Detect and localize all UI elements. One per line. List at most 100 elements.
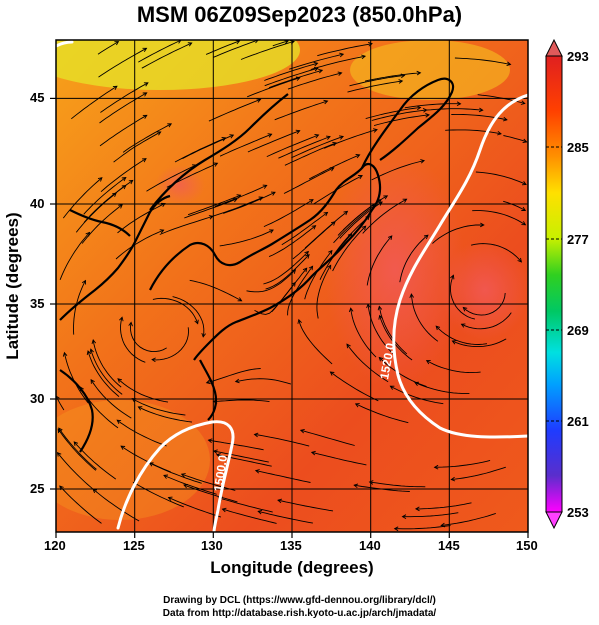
streamline [434,459,491,468]
y-tick-25: 25 [30,481,45,496]
streamline-arrowhead [142,92,148,97]
y-tick-40: 40 [30,196,45,211]
streamline [264,62,318,81]
streamline-arrowhead [237,297,243,302]
streamline [116,419,167,447]
streamline-arrowhead [305,254,310,259]
streamline-arrowhead [521,221,527,226]
streamline [247,130,300,153]
streamline-arrowhead [378,314,383,320]
streamline-arrowhead [409,293,414,298]
streamline [163,474,217,495]
streamline [113,131,161,163]
streamline-arrowhead [121,176,127,182]
streamline-arrowhead [191,164,197,169]
streamline-arrowhead [277,498,283,504]
streamline [223,191,276,214]
streamline-arrowhead [332,141,338,147]
streamline-arrowhead [160,202,166,207]
streamline [90,349,123,395]
streamline-arrowhead [323,211,329,217]
streamline [206,368,261,384]
streamline-arrowhead [116,419,122,424]
streamline-arrowhead [258,196,264,201]
streamline-arrowhead [267,133,273,138]
streamline [331,215,370,258]
streamline [58,427,97,470]
streamline [56,395,65,411]
streamline-arrowhead [365,215,371,221]
streamline-arrowhead [255,40,259,44]
streamline-arrowhead [361,225,367,231]
streamline-arrowhead [167,123,173,128]
streamline-arrowhead [451,340,457,345]
streamline [435,325,488,345]
x-tick-120: 120 [44,538,66,553]
streamline-arrowhead [517,257,523,263]
streamline-arrowhead [308,265,314,271]
streamline [263,199,314,228]
streamline-arrowhead [79,386,84,392]
streamline [274,100,328,121]
streamline [378,306,408,355]
streamline [174,137,226,163]
streamline [100,82,149,113]
streamline [98,47,147,78]
streamline-arrowhead [339,52,345,58]
streamline [367,304,394,354]
streamline-arrowhead [462,306,468,312]
x-tick-140: 140 [359,538,381,553]
streamline [247,77,300,98]
streamline [92,339,122,388]
streamline-arrowhead [378,356,384,362]
contour-label-1500: 1500.0 [211,454,230,493]
streamline [83,177,127,215]
streamline-arrowhead [90,379,95,384]
streamline-arrowhead [326,135,331,140]
streamline [355,403,409,424]
streamline [319,233,352,280]
streamline [298,319,333,365]
streamline [255,470,311,483]
streamline [454,57,511,65]
streamline [208,98,261,122]
streamline-arrowhead [159,229,165,234]
streamline [57,452,98,493]
streamline-arrowhead [520,100,526,105]
streamline [371,109,427,121]
streamline [369,481,426,488]
x-tick-135: 135 [280,538,302,553]
streamline-arrowhead [187,42,193,47]
streamline [414,382,470,394]
streamline-arrowhead [167,496,173,501]
streamline [138,40,182,63]
streamline-arrowhead [137,406,143,411]
streamline-arrowhead [291,269,297,274]
streamline-arrowhead [425,360,431,365]
streamline-arrowhead [420,159,426,164]
streamline-arrowhead [207,438,213,443]
streamline [272,40,289,47]
streamline [122,123,172,153]
streamline-arrowhead [142,47,148,52]
wind-streamlines [56,40,528,532]
streamline [183,484,238,503]
streamline [81,204,123,244]
streamline [268,69,323,89]
streamline-arrowhead [91,339,97,345]
streamline [354,484,410,492]
streamline [475,171,527,185]
streamline [168,497,222,518]
height-contours [56,40,528,532]
streamline [379,315,413,361]
contour-1500 [116,420,235,532]
streamline-arrowhead [358,175,363,180]
streamline-arrowhead [302,267,308,273]
streamline [461,312,512,330]
streamline-arrowhead [366,303,371,309]
streamline [342,195,388,231]
streamline-arrowhead [232,197,238,203]
streamline-arrowhead [213,162,219,167]
streamline-arrowhead [89,348,94,354]
